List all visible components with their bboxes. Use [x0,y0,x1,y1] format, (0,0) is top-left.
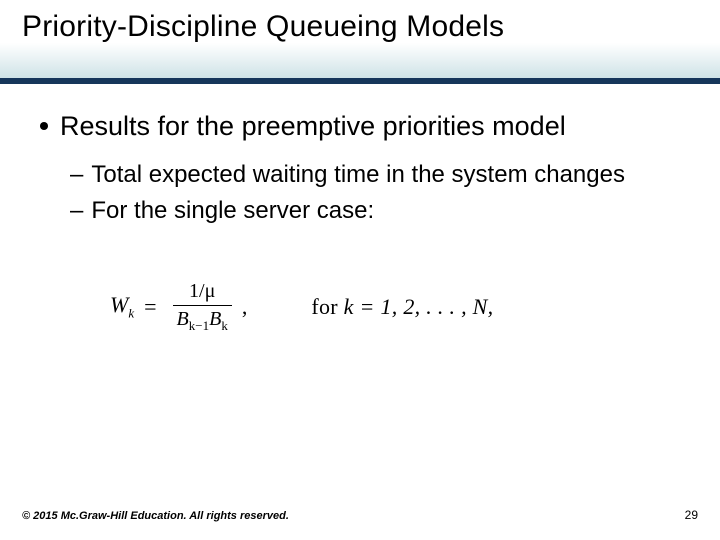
den-left-base: B [177,308,189,330]
content-area: Results for the preemptive priorities mo… [40,110,680,232]
slide-title: Priority-Discipline Queueing Models [22,10,698,44]
formula-for-clause: for k = 1, 2, . . . , N, [311,294,493,320]
formula-lhs-sub: k [128,306,134,321]
formula-denominator: Bk−1Bk [173,306,232,334]
den-right-base: B [209,308,221,330]
slide-container: Priority-Discipline Queueing Models Resu… [0,0,720,540]
den-left-sub: k−1 [189,318,209,333]
bullet-level1: Results for the preemptive priorities mo… [40,110,680,144]
den-right-sub: k [221,318,228,333]
bullet-dash-icon: – [70,160,83,190]
for-label: for [311,294,343,319]
formula-numerator: 1/μ [173,280,232,306]
bullet-level2-b-text: For the single server case: [91,196,374,226]
page-number: 29 [685,508,698,522]
equals-sign: = [144,294,156,320]
copyright-footer: © 2015 Mc.Graw-Hill Education. All right… [22,510,289,522]
for-expr: k = 1, 2, . . . , N, [344,294,494,319]
formula-lhs-var: W [110,292,128,317]
bullet-level2-a-text: Total expected waiting time in the syste… [91,160,625,190]
formula-row: Wk = 1/μ Bk−1Bk , for k = 1, 2, . . . , … [110,280,660,334]
formula-fraction: 1/μ Bk−1Bk [173,280,232,334]
formula-comma: , [242,294,248,320]
bullet-level2-b: – For the single server case: [70,196,680,226]
formula-lhs: Wk [110,292,134,321]
bullet-level2-a: – Total expected waiting time in the sys… [70,160,680,190]
bullet-dot-icon [40,122,48,130]
bullet-dash-icon: – [70,196,83,226]
title-underline-rule [0,78,720,84]
formula-block: Wk = 1/μ Bk−1Bk , for k = 1, 2, . . . , … [110,280,660,360]
bullet-level1-text: Results for the preemptive priorities mo… [60,110,566,144]
title-band: Priority-Discipline Queueing Models [0,0,720,78]
